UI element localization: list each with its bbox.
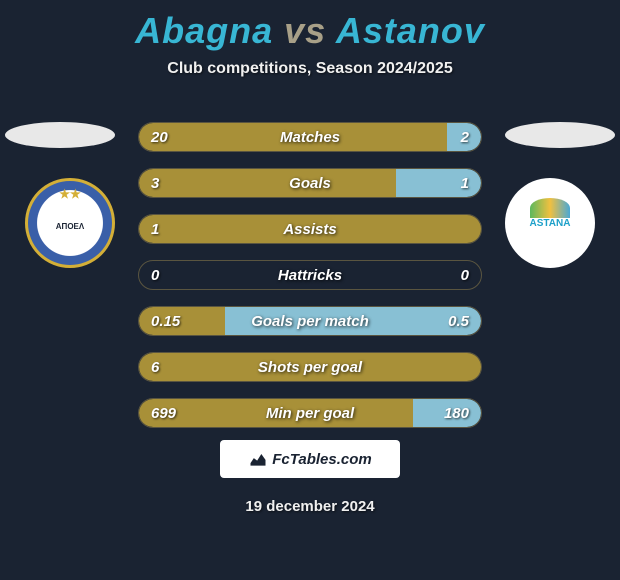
stat-label: Shots per goal	[258, 359, 362, 376]
stat-fill-left	[139, 169, 396, 197]
country-flag-left	[5, 122, 115, 148]
stat-row: 3 Goals 1	[138, 168, 482, 198]
stat-value-left: 0	[151, 267, 159, 284]
club-right-label: ASTANA	[530, 218, 571, 229]
stat-value-right: 2	[461, 129, 469, 146]
stat-label: Min per goal	[266, 405, 354, 422]
player1-name: Abagna	[135, 10, 273, 51]
stat-value-left: 3	[151, 175, 159, 192]
stat-label: Goals per match	[251, 313, 369, 330]
stat-value-left: 6	[151, 359, 159, 376]
country-flag-right	[505, 122, 615, 148]
stat-row: 1 Assists	[138, 214, 482, 244]
stat-value-left: 20	[151, 129, 168, 146]
chart-icon	[248, 449, 268, 469]
stat-row: 699 Min per goal 180	[138, 398, 482, 428]
date-label: 19 december 2024	[245, 498, 374, 515]
stats-container: 20 Matches 2 3 Goals 1 1 Assists 0 Hattricks 0 0.15…	[138, 122, 482, 444]
brand-logo: FcTables.com	[220, 440, 400, 478]
stat-label: Assists	[283, 221, 336, 238]
stat-row: 0 Hattricks 0	[138, 260, 482, 290]
stat-value-left: 699	[151, 405, 176, 422]
vs-label: vs	[284, 10, 326, 51]
club-logo-right: ASTANA	[505, 178, 595, 268]
player2-name: Astanov	[336, 10, 485, 51]
subtitle: Club competitions, Season 2024/2025	[0, 60, 620, 78]
stat-value-right: 0.5	[448, 313, 469, 330]
stat-row: 6 Shots per goal	[138, 352, 482, 382]
brand-text: FcTables.com	[272, 451, 371, 468]
club-left-label: ΑΠΟΕΛ	[56, 222, 84, 231]
stat-value-left: 0.15	[151, 313, 180, 330]
stat-value-right: 0	[461, 267, 469, 284]
stat-value-left: 1	[151, 221, 159, 238]
stat-row: 0.15 Goals per match 0.5	[138, 306, 482, 336]
stat-value-right: 180	[444, 405, 469, 422]
club-logo-left: ΑΠΟΕΛ	[25, 178, 115, 268]
stat-label: Hattricks	[278, 267, 342, 284]
stat-row: 20 Matches 2	[138, 122, 482, 152]
stat-label: Goals	[289, 175, 331, 192]
stat-value-right: 1	[461, 175, 469, 192]
stat-label: Matches	[280, 129, 340, 146]
comparison-title: Abagna vs Astanov	[0, 0, 620, 52]
